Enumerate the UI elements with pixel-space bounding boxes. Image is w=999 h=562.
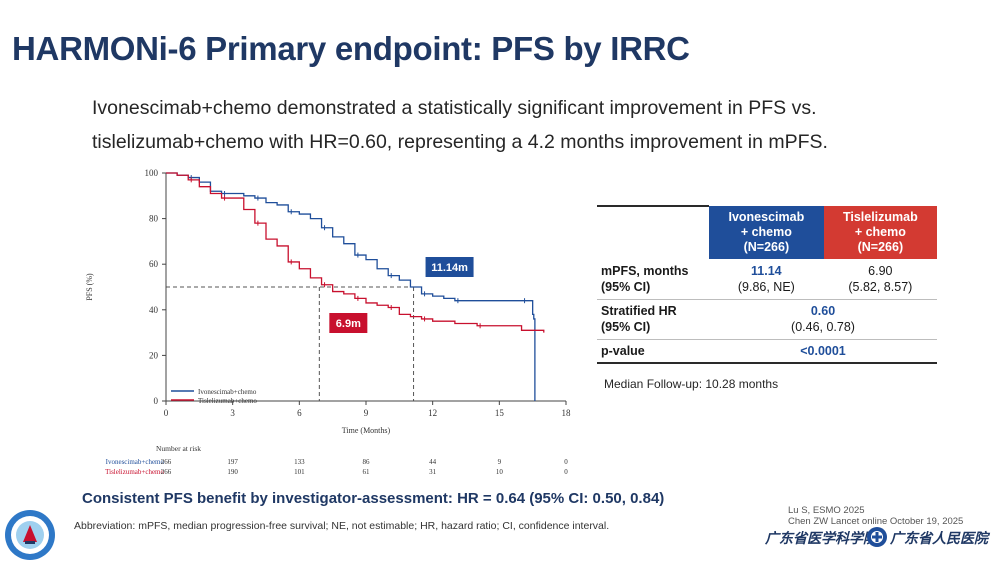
reference-2: Chen ZW Lancet online October 19, 2025 <box>788 516 964 527</box>
y-tick-label: 60 <box>149 259 159 269</box>
consistent-benefit-note: Consistent PFS benefit by investigator-a… <box>82 490 665 507</box>
academy-logo-icon <box>5 510 55 560</box>
risk-count: 266 <box>161 468 172 476</box>
chart-axes: 0 20 40 60 80 100 0 3 6 9 12 15 18 Time (Months) PFS (… <box>85 168 571 435</box>
y-tick-label: 100 <box>145 168 159 178</box>
x-tick-label: 9 <box>364 408 369 418</box>
mpfs-tis-ci: (5.82, 8.57) <box>848 279 913 294</box>
risk-count: 101 <box>294 468 305 476</box>
hr-value-cell: 0.60 (0.46, 0.78) <box>709 299 937 339</box>
chart-reference-lines <box>166 286 415 401</box>
risk-row-tislelizumab-name: Tislelizumab+chemo <box>105 468 164 476</box>
x-tick-label: 6 <box>297 408 302 418</box>
mpfs-label-line-2: (95% CI) <box>601 279 651 294</box>
risk-count: 133 <box>294 458 305 466</box>
institution-academy-name: 广东省医学科学院 <box>765 530 877 546</box>
abbreviation-footnote: Abbreviation: mPFS, median progression-f… <box>74 520 610 532</box>
slide-title: HARMONi-6 Primary endpoint: PFS by IRRC <box>12 30 690 67</box>
annotation-label: 6.9m <box>336 318 361 330</box>
x-axis-title: Time (Months) <box>342 426 391 435</box>
x-tick-label: 18 <box>562 408 572 418</box>
hr-value: 0.60 <box>810 304 836 318</box>
hr-ci: (0.46, 0.78) <box>791 320 855 334</box>
hospital-logo-icon <box>867 527 887 547</box>
subtitle-line-2: tislelizumab+chemo with HR=0.60, represe… <box>92 131 828 153</box>
institution-hospital-name: 广东省人民医院 <box>890 530 988 546</box>
mpfs-ivo-value: 11.14 <box>751 263 782 278</box>
risk-count: 266 <box>161 458 172 466</box>
hr-label: Stratified HR (95% CI) <box>597 299 709 339</box>
subtitle-line-1: Ivonescimab+chemo demonstrated a statist… <box>92 97 817 119</box>
hr-label-line-1: Stratified HR <box>601 304 677 318</box>
chart-annotations: 11.14m 6.9m <box>329 257 474 333</box>
risk-count: 10 <box>496 468 504 476</box>
x-tick-label: 12 <box>428 408 437 418</box>
number-at-risk-label: Number at risk <box>156 444 201 453</box>
risk-count: 61 <box>363 468 371 476</box>
header-tis-line-1: Tislelizumab <box>842 210 918 224</box>
header-ivo-line-3: (N=266) <box>743 240 790 254</box>
stats-table: Ivonescimab + chemo (N=266) Tislelizumab… <box>597 205 937 364</box>
mpfs-tis-value: 6.90 <box>868 263 893 278</box>
header-tislelizumab: Tislelizumab + chemo (N=266) <box>823 206 937 259</box>
legend-ivonescimab: Ivonescimab+chemo <box>198 388 257 396</box>
header-ivo-line-1: Ivonescimab <box>728 210 805 224</box>
risk-count: 31 <box>429 468 437 476</box>
header-ivo-line-2: + chemo <box>740 225 792 239</box>
x-tick-label: 0 <box>164 408 169 418</box>
header-tis-line-2: + chemo <box>854 225 906 239</box>
risk-count: 44 <box>429 458 437 466</box>
mpfs-ivo-ci: (9.86, NE) <box>737 279 795 294</box>
y-tick-label: 80 <box>149 214 159 224</box>
risk-count: 190 <box>227 468 238 476</box>
y-tick-label: 20 <box>149 350 159 360</box>
mpfs-label: mPFS, months (95% CI) <box>597 259 709 299</box>
chart-series <box>166 172 545 401</box>
legend-tislelizumab: Tislelizumab+chemo <box>198 397 257 405</box>
annotation-box <box>329 313 368 333</box>
median-followup: Median Follow-up: 10.28 months <box>604 377 779 391</box>
header-tis-line-3: (N=266) <box>857 240 904 254</box>
y-tick-label: 40 <box>149 305 159 315</box>
x-tick-label: 15 <box>495 408 505 418</box>
risk-count: 0 <box>564 458 568 466</box>
hr-label-line-2: (95% CI) <box>601 320 651 334</box>
x-tick-label: 3 <box>230 408 235 418</box>
risk-count: 197 <box>227 458 238 466</box>
series-tislelizumab-curve <box>166 172 545 333</box>
y-axis-title: PFS (%) <box>85 273 94 301</box>
annotation-label: 11.14m <box>431 262 468 274</box>
risk-count: 9 <box>498 458 502 466</box>
mpfs-ivo: 11.14 (9.86, NE) <box>709 259 824 299</box>
risk-count: 0 <box>564 468 568 476</box>
risk-row-ivonescimab-name: Ivonescimab+chemo <box>106 458 165 466</box>
risk-count: 86 <box>363 458 371 466</box>
mpfs-tis: 6.90 (5.82, 8.57) <box>824 259 937 299</box>
p-value: <0.0001 <box>800 343 846 358</box>
p-label: p-value <box>601 343 645 358</box>
header-ivonescimab: Ivonescimab + chemo (N=266) <box>709 206 824 259</box>
reference-1: Lu S, ESMO 2025 <box>788 505 865 516</box>
y-tick-label: 0 <box>154 396 159 406</box>
mpfs-label-line-1: mPFS, months <box>601 263 689 278</box>
annotation-box <box>425 257 474 277</box>
